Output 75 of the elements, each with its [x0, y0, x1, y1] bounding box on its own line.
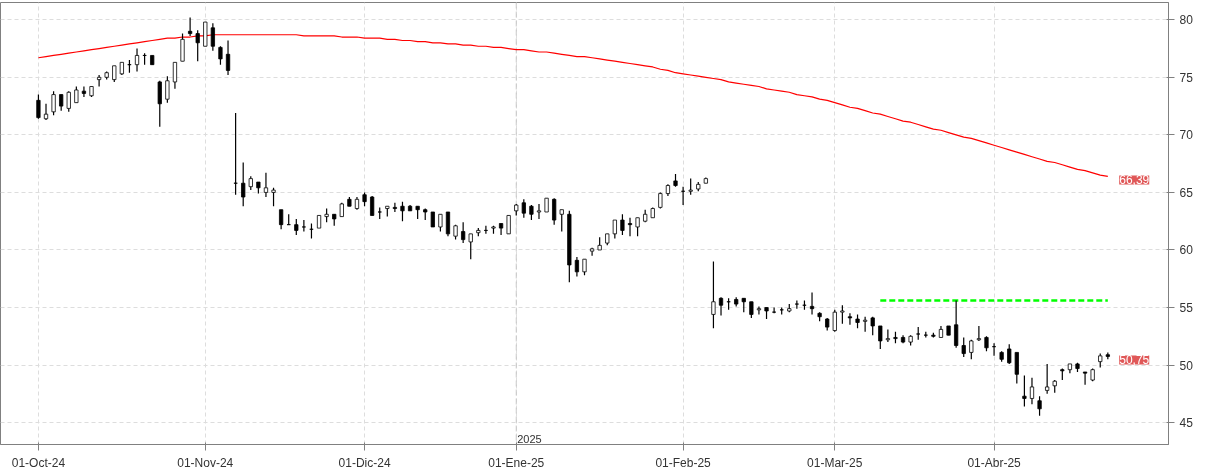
candlestick [392, 202, 397, 213]
candlestick [1045, 363, 1050, 395]
candlestick [301, 219, 306, 233]
candlestick [612, 219, 617, 240]
x-tick-label: 01-Mar-25 [807, 455, 863, 470]
x-tick-label: 01-Feb-25 [655, 455, 712, 470]
candlestick [1014, 351, 1019, 385]
y-tick-label: 65 [1179, 185, 1194, 200]
candlestick [445, 211, 451, 237]
candlestick [43, 103, 49, 121]
candlestick [279, 209, 284, 230]
candlestick [627, 217, 633, 237]
candlestick [36, 93, 41, 120]
y-tick-label: 45 [1179, 416, 1194, 431]
candlestick [225, 39, 231, 76]
x-tick-label: 01-Abr-25 [967, 455, 1022, 470]
candlestick [96, 74, 102, 88]
y-tick-label: 60 [1179, 243, 1194, 258]
candlestick [241, 161, 246, 207]
candlestick [809, 291, 815, 316]
candlestick [400, 201, 405, 222]
text: 50,75 [1119, 353, 1150, 368]
candlestick [165, 75, 170, 104]
candlestick [832, 309, 837, 333]
candlestick [620, 213, 625, 236]
candlestick [840, 304, 845, 325]
candlestick [1037, 395, 1042, 417]
candlestick [574, 256, 580, 278]
candlestick [218, 45, 223, 66]
y-tick-label: 80 [1179, 13, 1194, 28]
candlestick [188, 16, 193, 37]
y-tick-label: 70 [1179, 128, 1194, 143]
ref-line-label: 2025 [517, 432, 542, 445]
candlestick [263, 172, 269, 198]
candlestick [157, 80, 162, 128]
candlestick [559, 209, 564, 233]
candlestick [718, 296, 724, 317]
candlestick [1022, 374, 1027, 408]
candlestick [172, 61, 178, 90]
y-tick-label: 75 [1179, 70, 1194, 85]
candlestick [521, 198, 526, 219]
text: 66,39 [1119, 173, 1150, 188]
candlestick [195, 29, 200, 62]
candlestick [51, 90, 56, 116]
candlestick [134, 47, 140, 73]
candlestick [878, 325, 883, 350]
candlestick [863, 316, 868, 333]
candlestick [794, 300, 799, 310]
candlestick [271, 187, 276, 207]
candlestick [66, 90, 71, 113]
candlestick [961, 336, 966, 358]
candlestick [976, 325, 981, 342]
candlestick [552, 197, 557, 226]
x-tick-label: 01-Ene-25 [488, 455, 545, 470]
candlestick [461, 221, 466, 244]
candlestick [81, 85, 87, 98]
candlestick [1007, 343, 1012, 365]
candlestick [847, 312, 853, 326]
candlestick [536, 203, 542, 220]
x-tick-label: 01-Nov-24 [177, 455, 234, 470]
y-tick-label: 55 [1179, 301, 1194, 316]
candlestick [885, 328, 890, 343]
candlestick [506, 214, 511, 235]
candlestick [635, 217, 640, 237]
x-tick-label: 01-Oct-24 [11, 455, 66, 470]
candlestick [711, 260, 716, 329]
candlestick [954, 300, 959, 349]
candlestick [1082, 371, 1088, 386]
candlestick [756, 305, 762, 316]
candlestick [180, 32, 185, 62]
candlestick [210, 22, 215, 52]
x-tick-label: 01-Dic-24 [338, 455, 391, 470]
candlestick [1029, 377, 1035, 405]
y-tick-label: 50 [1179, 358, 1194, 373]
candlestick [468, 233, 473, 260]
